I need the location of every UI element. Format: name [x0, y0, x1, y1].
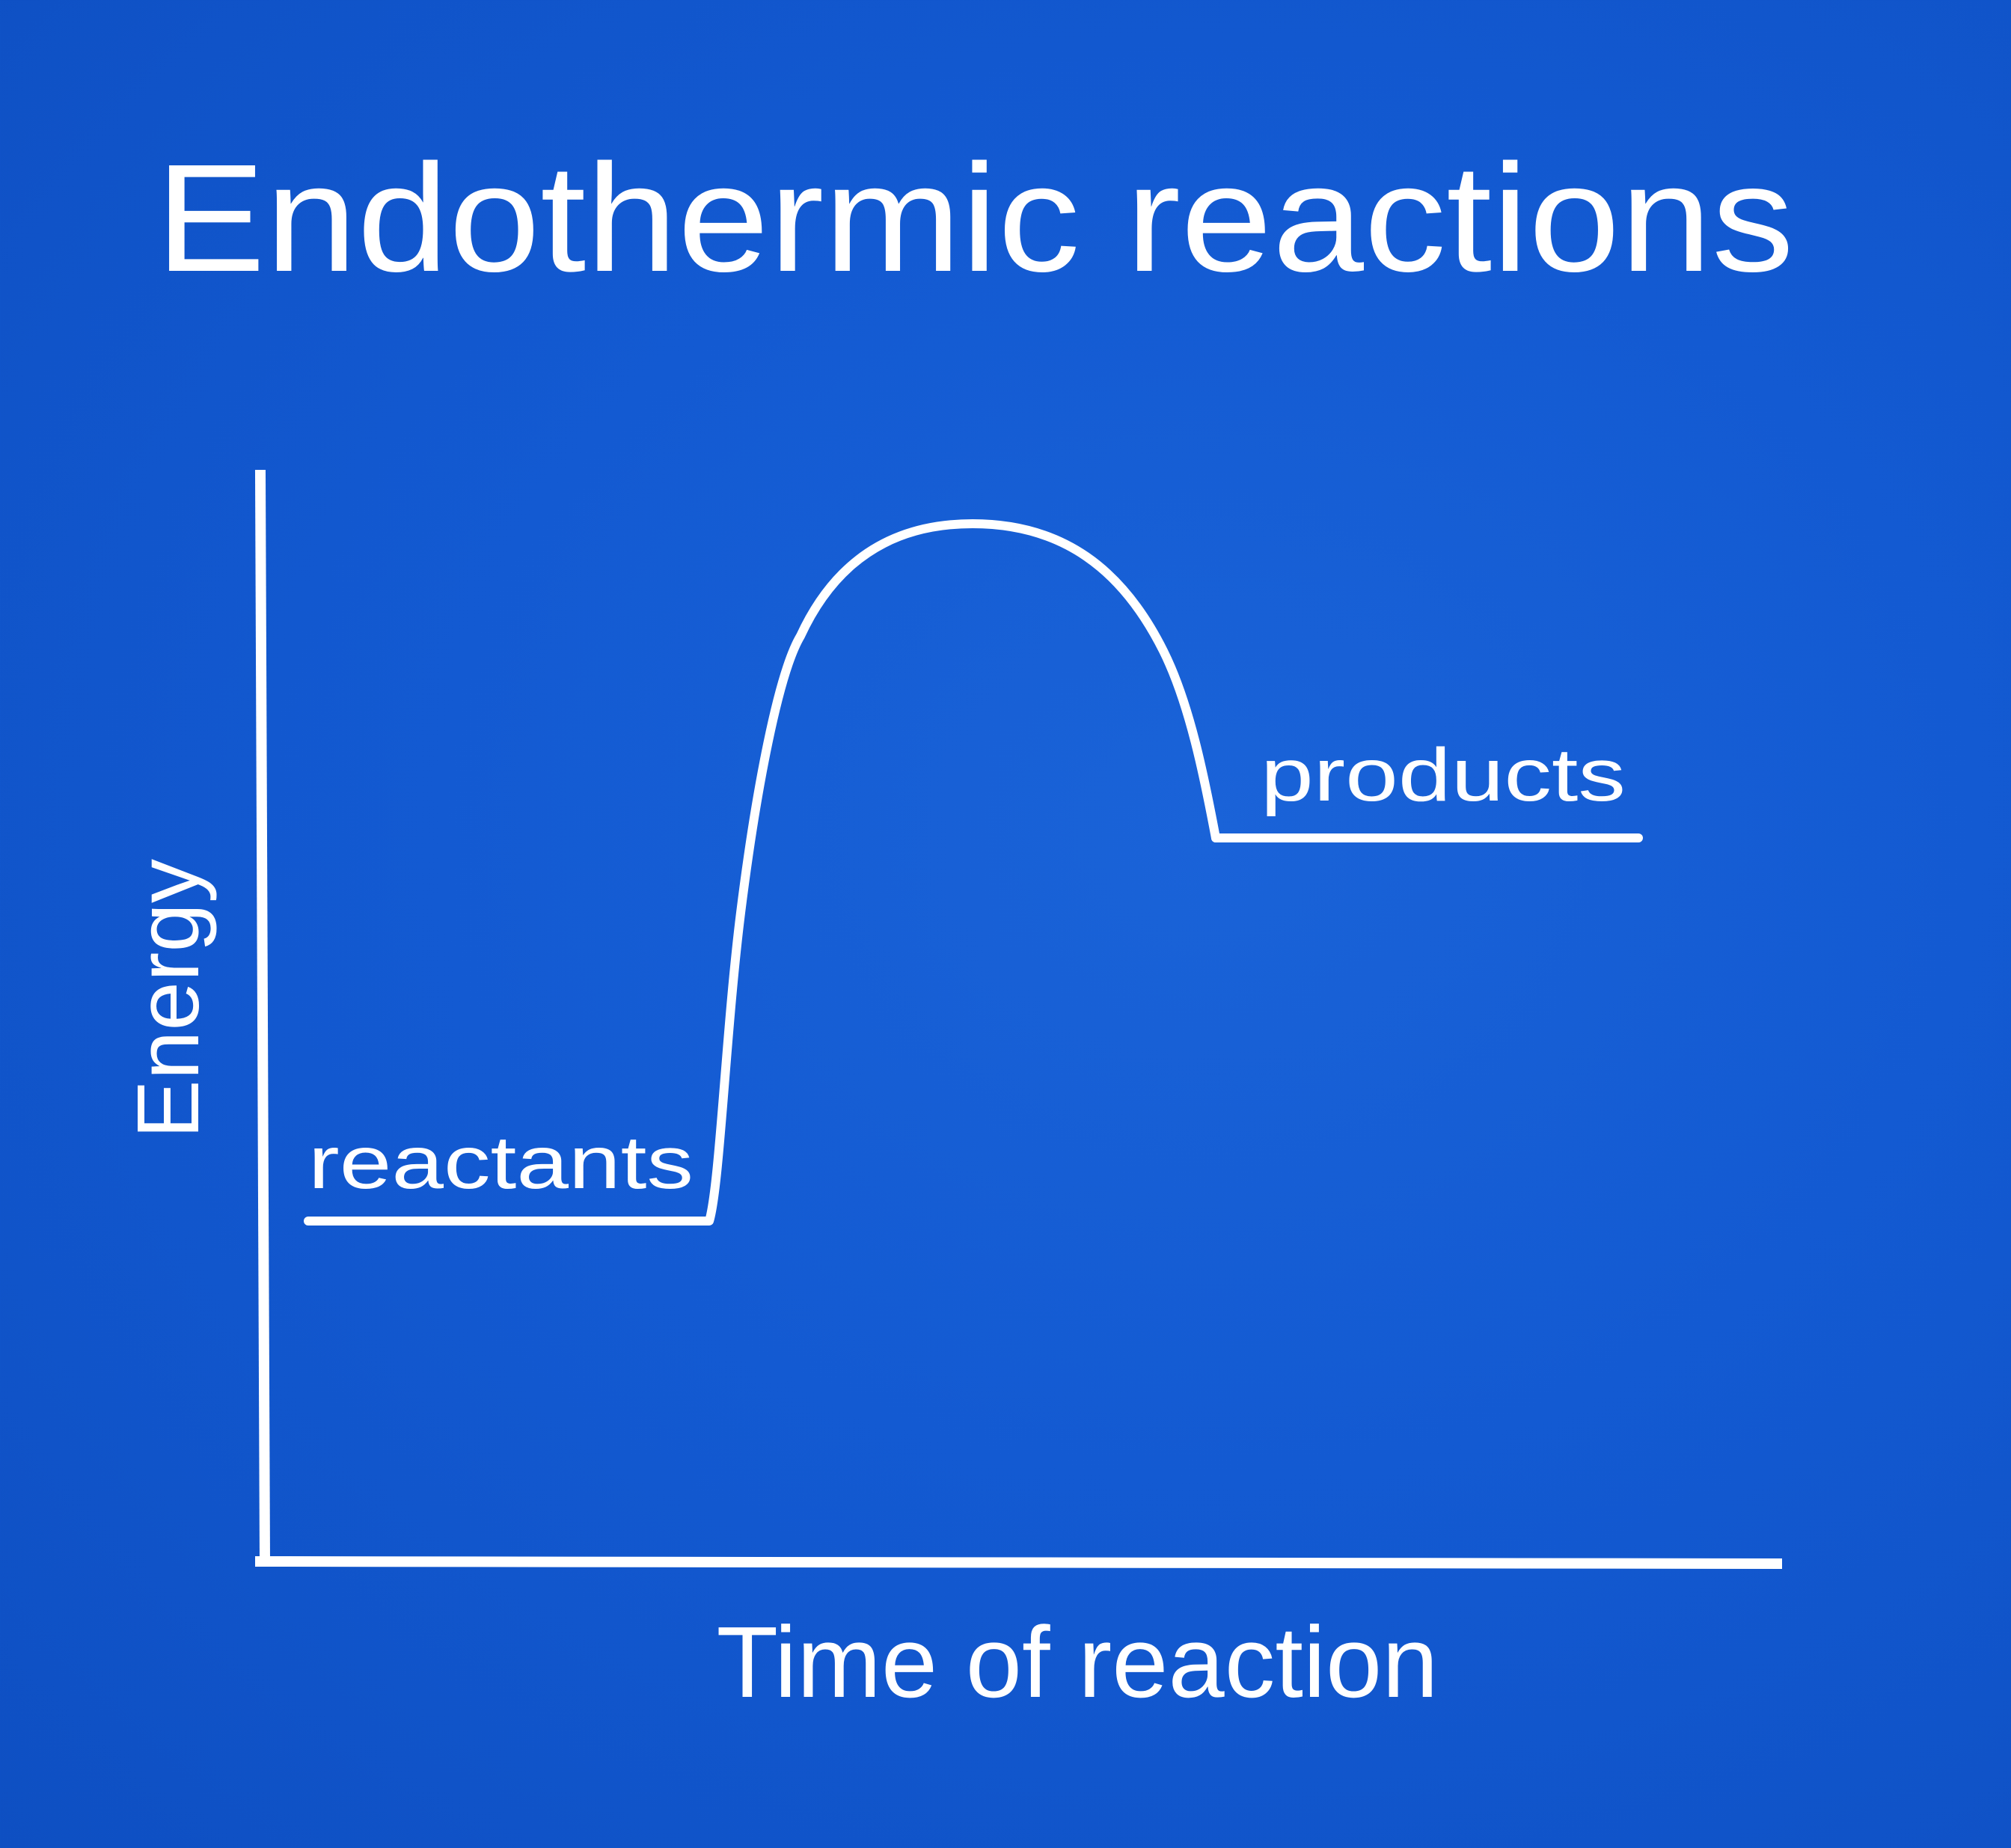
y-axis-label: Energy: [119, 859, 218, 1139]
reactants-label: reactants: [308, 1121, 694, 1205]
energy-curve: [304, 519, 1220, 1226]
x-axis: [254, 1555, 1783, 1570]
products-label: products: [1261, 733, 1626, 817]
diagram-title: Endothermic reactions: [156, 132, 1794, 304]
y-axis: [254, 469, 271, 1567]
x-axis-label: Time of reaction: [717, 1606, 1439, 1719]
